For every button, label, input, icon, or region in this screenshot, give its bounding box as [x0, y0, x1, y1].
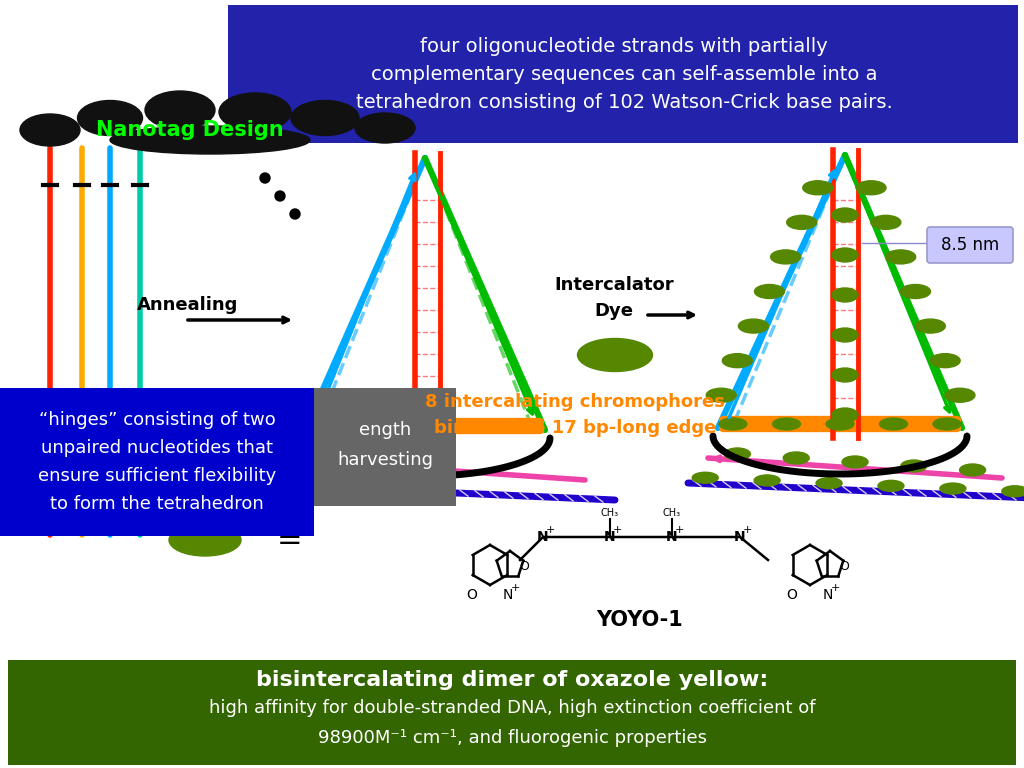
Ellipse shape [940, 483, 966, 494]
FancyBboxPatch shape [314, 388, 456, 506]
Text: CH₃: CH₃ [663, 508, 681, 518]
Ellipse shape [1001, 485, 1024, 497]
Ellipse shape [771, 250, 801, 264]
Ellipse shape [755, 284, 784, 299]
Ellipse shape [915, 319, 945, 333]
Text: 98900M⁻¹ cm⁻¹, and fluorogenic properties: 98900M⁻¹ cm⁻¹, and fluorogenic propertie… [317, 729, 707, 747]
Ellipse shape [783, 452, 809, 464]
Text: =: = [278, 525, 303, 554]
Ellipse shape [786, 215, 817, 230]
Text: high affinity for double-stranded DNA, high extinction coefficient of: high affinity for double-stranded DNA, h… [209, 699, 815, 717]
Text: four oligonucleotide strands with partially
complementary sequences can self-ass: four oligonucleotide strands with partia… [355, 37, 892, 111]
Text: CH₃: CH₃ [601, 508, 620, 518]
Ellipse shape [856, 180, 886, 195]
Ellipse shape [291, 101, 359, 135]
Ellipse shape [738, 319, 768, 333]
Ellipse shape [933, 418, 961, 430]
Ellipse shape [290, 209, 300, 219]
Text: N: N [823, 588, 834, 602]
Text: O: O [467, 588, 477, 602]
FancyBboxPatch shape [8, 660, 1016, 765]
Ellipse shape [722, 353, 753, 368]
Ellipse shape [692, 472, 718, 483]
Text: +: + [830, 583, 840, 593]
Text: +: + [510, 583, 520, 593]
Ellipse shape [831, 368, 858, 382]
Text: +: + [546, 525, 555, 535]
Ellipse shape [20, 114, 80, 146]
Ellipse shape [870, 215, 901, 230]
Ellipse shape [816, 478, 842, 488]
Text: 8 intercalating chromophores
bind to the 17 bp-long edge: 8 intercalating chromophores bind to the… [425, 392, 725, 437]
Text: YOYO-1: YOYO-1 [597, 610, 683, 630]
Ellipse shape [719, 418, 746, 430]
Text: Intercalator
Dye: Intercalator Dye [554, 276, 674, 319]
Ellipse shape [831, 288, 858, 302]
Text: N: N [604, 530, 615, 544]
Ellipse shape [831, 408, 858, 422]
Ellipse shape [260, 173, 270, 183]
Ellipse shape [945, 389, 975, 402]
Ellipse shape [803, 180, 833, 195]
FancyBboxPatch shape [0, 388, 314, 536]
Ellipse shape [842, 456, 868, 468]
Ellipse shape [578, 339, 652, 372]
Ellipse shape [959, 464, 985, 476]
Text: N: N [538, 530, 549, 544]
Text: “hinges” consisting of two
unpaired nucleotides that
ensure sufficient flexibili: “hinges” consisting of two unpaired nucl… [38, 412, 276, 513]
Ellipse shape [901, 460, 927, 472]
Text: 8.5 nm: 8.5 nm [941, 236, 999, 254]
Text: +: + [612, 525, 622, 535]
Text: O: O [839, 561, 849, 574]
Ellipse shape [880, 418, 907, 430]
Text: Annealing: Annealing [137, 296, 239, 314]
Text: bisintercalating dimer of oxazole yellow:: bisintercalating dimer of oxazole yellow… [256, 670, 768, 690]
FancyBboxPatch shape [228, 5, 1018, 143]
Text: N: N [667, 530, 678, 544]
Ellipse shape [145, 91, 215, 129]
Text: +: + [742, 525, 752, 535]
Text: N: N [503, 588, 513, 602]
Text: ength
harvesting: ength harvesting [337, 422, 433, 468]
Ellipse shape [219, 93, 291, 131]
Ellipse shape [831, 248, 858, 262]
Ellipse shape [772, 418, 801, 430]
Text: N: N [734, 530, 745, 544]
Ellipse shape [930, 353, 961, 368]
Ellipse shape [169, 524, 241, 556]
Ellipse shape [707, 389, 736, 402]
Ellipse shape [826, 418, 854, 430]
Ellipse shape [878, 480, 904, 492]
Text: +: + [675, 525, 684, 535]
Ellipse shape [831, 328, 858, 342]
Ellipse shape [900, 284, 931, 299]
Ellipse shape [275, 191, 285, 201]
Ellipse shape [831, 208, 858, 222]
Text: O: O [519, 561, 529, 574]
FancyBboxPatch shape [927, 227, 1013, 263]
Ellipse shape [355, 113, 415, 143]
Ellipse shape [886, 250, 915, 264]
Text: O: O [786, 588, 798, 602]
Text: Nanotag Design: Nanotag Design [96, 120, 284, 140]
Ellipse shape [754, 475, 780, 486]
Ellipse shape [78, 101, 142, 135]
Ellipse shape [724, 448, 751, 460]
Ellipse shape [110, 126, 310, 154]
